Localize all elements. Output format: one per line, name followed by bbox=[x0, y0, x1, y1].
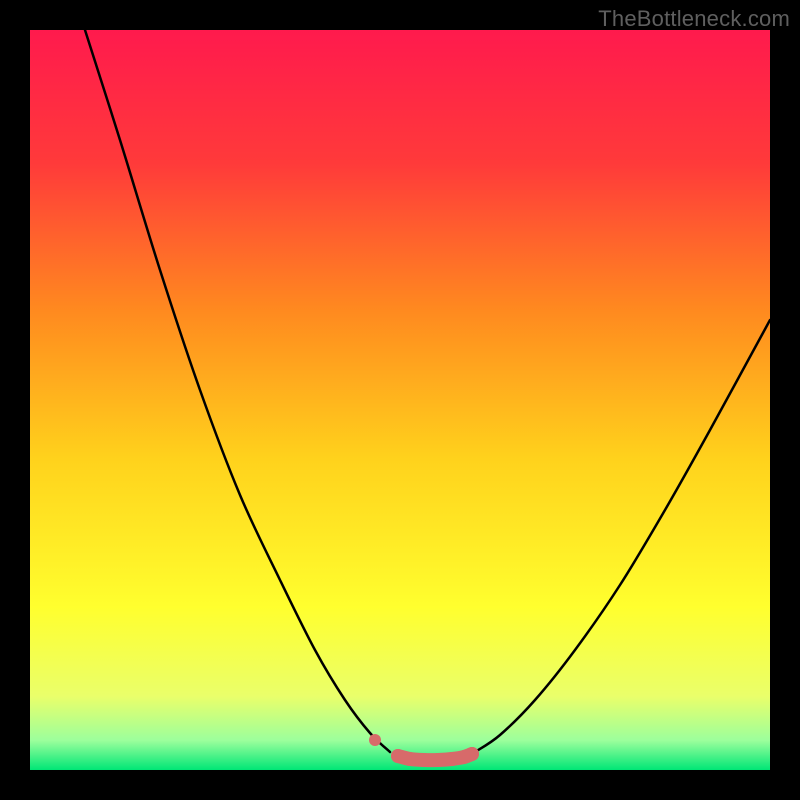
bottleneck-chart bbox=[0, 0, 800, 800]
chart-container: TheBottleneck.com bbox=[0, 0, 800, 800]
marker-dot bbox=[369, 734, 381, 746]
optimal-range-node bbox=[465, 747, 479, 761]
watermark-text: TheBottleneck.com bbox=[598, 6, 790, 32]
optimal-range-node bbox=[403, 752, 417, 766]
optimal-range-node bbox=[391, 749, 405, 763]
optimal-range-node bbox=[417, 753, 431, 767]
plot-background bbox=[30, 30, 770, 770]
optimal-range-node bbox=[445, 752, 459, 766]
optimal-range-node bbox=[431, 753, 445, 767]
